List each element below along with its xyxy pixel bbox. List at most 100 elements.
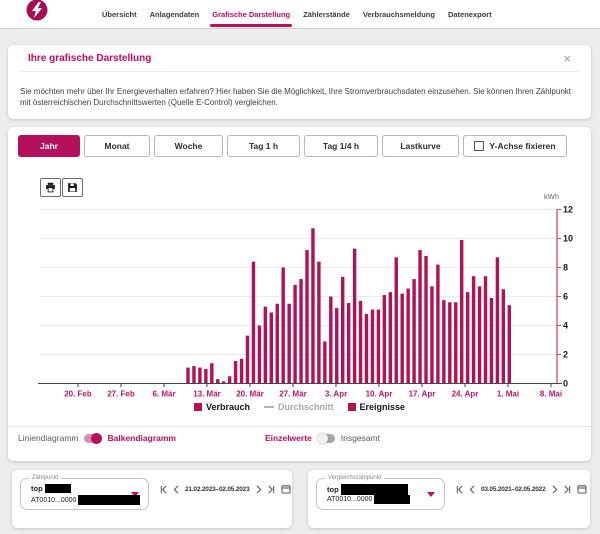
top-nav-bar: Übersicht Anlagendaten Grafische Darstellu… bbox=[0, 0, 600, 29]
bar[interactable] bbox=[281, 267, 285, 384]
checkbox-icon[interactable] bbox=[474, 141, 485, 151]
tab-monat[interactable]: Monat bbox=[84, 135, 150, 157]
bar[interactable] bbox=[400, 293, 404, 384]
bar[interactable] bbox=[346, 303, 351, 384]
bar[interactable] bbox=[275, 303, 279, 384]
bar[interactable] bbox=[257, 325, 262, 384]
value-mode-toggle-group: Einzelwerte Insgesamt bbox=[265, 432, 380, 444]
meter-select[interactable]: Zählpunkt top AT0010...0000 bbox=[20, 475, 149, 510]
previous-icon[interactable] bbox=[171, 484, 181, 494]
bar[interactable] bbox=[358, 300, 363, 384]
bar[interactable] bbox=[198, 367, 202, 384]
bar[interactable] bbox=[335, 308, 339, 384]
bar[interactable] bbox=[376, 309, 381, 384]
bar[interactable] bbox=[329, 296, 333, 384]
bar[interactable] bbox=[489, 297, 494, 384]
bar[interactable] bbox=[233, 361, 238, 384]
energy-bolt-logo[interactable] bbox=[26, 0, 48, 21]
bar[interactable] bbox=[507, 305, 511, 384]
bar-chart-label[interactable]: Balkendiagramm bbox=[107, 433, 176, 443]
bar[interactable] bbox=[364, 313, 369, 384]
bar[interactable] bbox=[406, 288, 410, 384]
bar[interactable] bbox=[239, 358, 244, 384]
first-page-icon[interactable] bbox=[158, 484, 168, 494]
bar[interactable] bbox=[352, 248, 357, 384]
bar[interactable] bbox=[418, 250, 422, 384]
bar[interactable] bbox=[382, 295, 387, 384]
legend-item-durchschnitt[interactable]: Durchschnitt bbox=[263, 402, 334, 412]
bar[interactable] bbox=[448, 302, 452, 384]
bar[interactable] bbox=[394, 257, 398, 384]
line-chart-label[interactable]: Liniendiagramm bbox=[18, 433, 79, 443]
bar[interactable] bbox=[245, 335, 250, 384]
bar[interactable] bbox=[483, 276, 488, 384]
bar[interactable] bbox=[317, 261, 321, 384]
bar[interactable] bbox=[269, 312, 273, 384]
bar[interactable] bbox=[186, 367, 190, 384]
bar[interactable] bbox=[501, 289, 506, 384]
nav-item-z-hlerst-nde[interactable]: Zählerstände bbox=[303, 9, 350, 19]
switch-knob bbox=[316, 432, 328, 444]
save-button[interactable] bbox=[62, 178, 83, 197]
y-tick-label: 2 bbox=[563, 350, 568, 360]
single-values-label[interactable]: Einzelwerte bbox=[265, 433, 312, 443]
comparison-select[interactable]: Vergleichszählpunkt top AT0010...0000 bbox=[316, 475, 445, 510]
nav-item-grafische-darstellung[interactable]: Grafische Darstellung bbox=[210, 0, 293, 28]
bar[interactable] bbox=[388, 292, 392, 384]
nav-item-bersicht[interactable]: Übersicht bbox=[102, 9, 137, 19]
previous-icon[interactable] bbox=[467, 484, 477, 494]
nav-item-datenexport[interactable]: Datenexport bbox=[447, 9, 492, 19]
meter-name-line: top bbox=[327, 484, 408, 495]
bar[interactable] bbox=[341, 276, 345, 384]
legend-item-verbrauch[interactable]: Verbrauch bbox=[193, 402, 250, 412]
bar[interactable] bbox=[299, 279, 303, 384]
bar[interactable] bbox=[210, 363, 214, 384]
bar[interactable] bbox=[222, 381, 226, 384]
tab-tag-1-4-h[interactable]: Tag 1/4 h bbox=[304, 135, 378, 157]
close-icon[interactable]: × bbox=[563, 51, 571, 66]
bar[interactable] bbox=[436, 264, 440, 384]
tab-tag-1-h[interactable]: Tag 1 h bbox=[227, 135, 300, 157]
calendar-icon[interactable] bbox=[281, 484, 292, 494]
legend-item-ereignisse[interactable]: Ereignisse bbox=[347, 402, 405, 412]
calendar-icon[interactable] bbox=[577, 484, 588, 494]
bar[interactable] bbox=[323, 341, 327, 384]
nav-item-anlagendaten[interactable]: Anlagendaten bbox=[149, 9, 200, 19]
bar[interactable] bbox=[263, 306, 268, 384]
bar[interactable] bbox=[460, 239, 464, 384]
bar[interactable] bbox=[370, 309, 375, 384]
bar[interactable] bbox=[430, 286, 434, 384]
chart-style-switch[interactable] bbox=[84, 432, 103, 444]
total-label[interactable]: Insgesamt bbox=[340, 433, 380, 443]
bar[interactable] bbox=[305, 250, 309, 384]
bar[interactable] bbox=[311, 228, 315, 384]
bar[interactable] bbox=[495, 257, 500, 384]
bar[interactable] bbox=[287, 303, 291, 384]
next-icon[interactable] bbox=[253, 484, 263, 494]
bar[interactable] bbox=[471, 276, 476, 384]
nav-item-verbrauchsmeldung[interactable]: Verbrauchsmeldung bbox=[362, 9, 435, 19]
first-page-icon[interactable] bbox=[454, 484, 464, 494]
bar[interactable] bbox=[293, 284, 297, 384]
last-page-icon[interactable] bbox=[562, 484, 572, 494]
bar[interactable] bbox=[442, 300, 446, 384]
next-icon[interactable] bbox=[549, 484, 559, 494]
bar[interactable] bbox=[465, 292, 470, 384]
bar[interactable] bbox=[192, 366, 196, 384]
bar[interactable] bbox=[424, 255, 428, 384]
value-mode-switch[interactable] bbox=[316, 432, 335, 444]
bar[interactable] bbox=[227, 376, 232, 384]
x-tick-label: 27. Feb bbox=[107, 390, 135, 399]
print-button[interactable] bbox=[40, 178, 61, 197]
bar[interactable] bbox=[216, 379, 220, 384]
tab-lastkurve[interactable]: Lastkurve bbox=[382, 135, 459, 157]
bar[interactable] bbox=[477, 286, 482, 384]
bar[interactable] bbox=[204, 369, 208, 384]
tab-jahr[interactable]: Jahr bbox=[18, 135, 80, 157]
bar[interactable] bbox=[412, 279, 416, 384]
bar[interactable] bbox=[454, 302, 458, 384]
fix-y-axis-button[interactable]: Y-Achse fixieren bbox=[463, 135, 567, 157]
tab-woche[interactable]: Woche bbox=[154, 135, 223, 157]
last-page-icon[interactable] bbox=[266, 484, 276, 494]
bar[interactable] bbox=[251, 261, 256, 384]
